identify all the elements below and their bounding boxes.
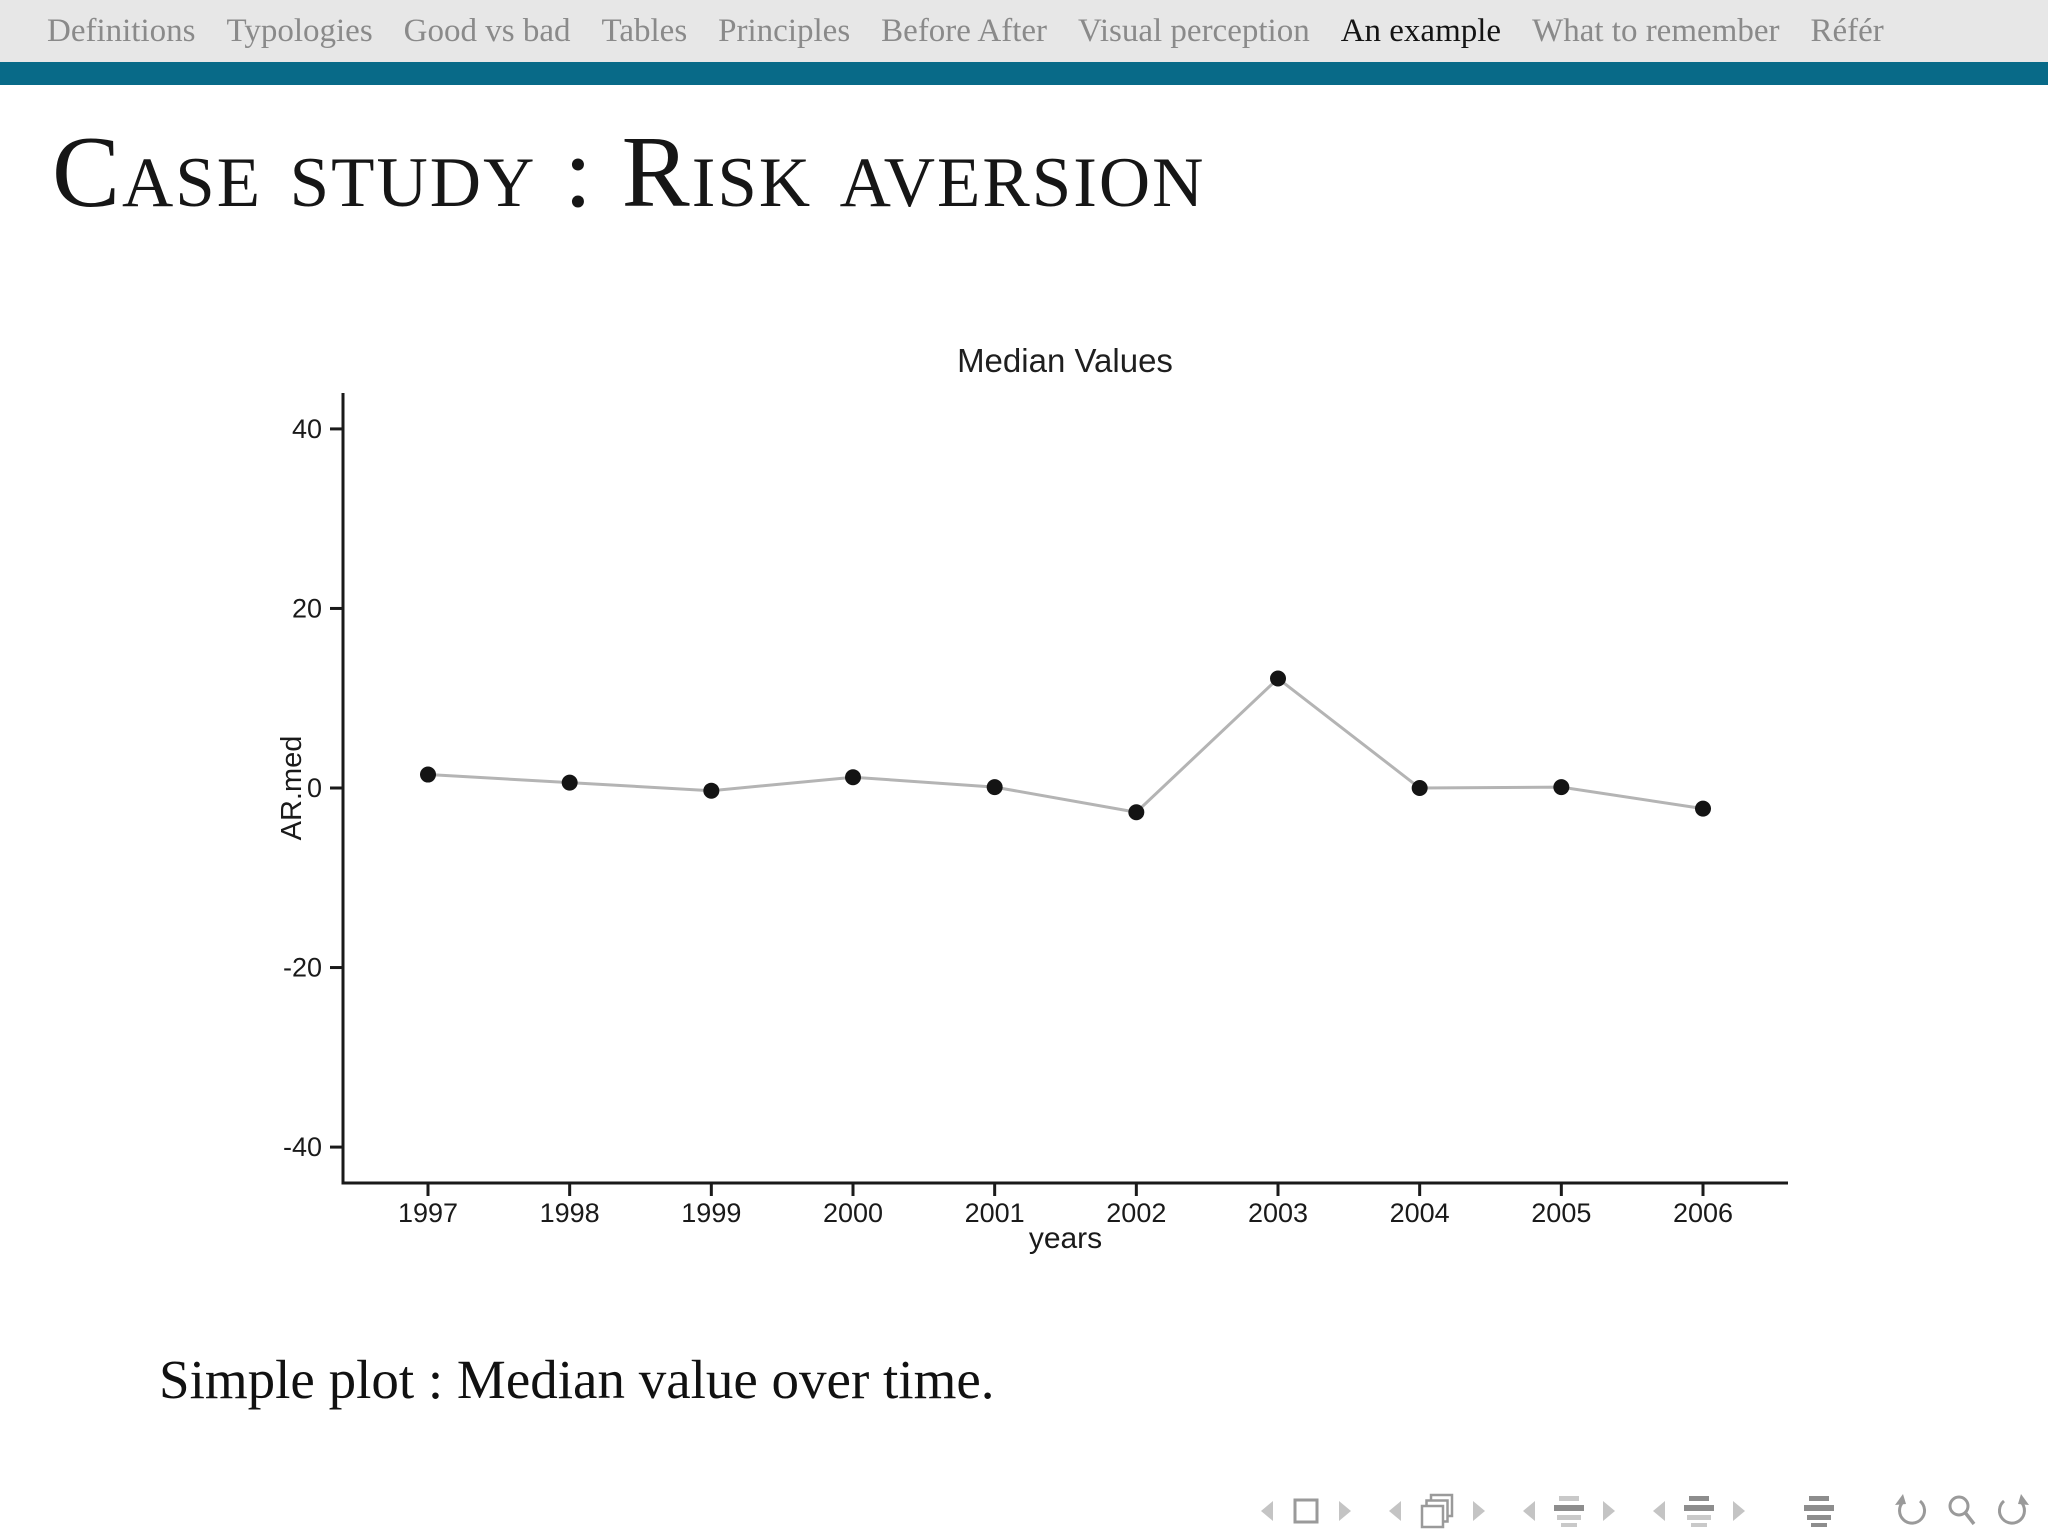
chart-title: Median Values — [957, 342, 1173, 379]
section-nav-bar: Definitions Typologies Good vs bad Tables Pr… — [0, 0, 2048, 62]
next-subsection-arrow-icon[interactable] — [1602, 1500, 1616, 1522]
data-point-1998 — [561, 774, 578, 791]
x-axis-label: years — [1029, 1222, 1102, 1255]
nav-item-definitions[interactable]: Definitions — [47, 12, 196, 49]
x-tick-label: 2002 — [1106, 1198, 1166, 1228]
prev-subsection-arrow-icon[interactable] — [1522, 1500, 1536, 1522]
presentation-nav-group — [1802, 1494, 1836, 1528]
data-point-1997 — [420, 766, 436, 783]
y-tick-label: -20 — [283, 953, 322, 983]
data-line — [427, 676, 1704, 814]
search-icon[interactable] — [1946, 1493, 1978, 1529]
data-point-2003 — [1270, 670, 1286, 687]
y-axis-label: AR.med — [276, 736, 308, 841]
redo-icon[interactable] — [1994, 1492, 2032, 1530]
next-slide-arrow-icon[interactable] — [1338, 1500, 1352, 1522]
nav-item-typologies[interactable]: Typologies — [226, 12, 373, 49]
x-tick-label: 2005 — [1531, 1198, 1591, 1228]
accent-bar — [0, 62, 2048, 85]
data-point-2005 — [1553, 779, 1570, 796]
subsection-nav-group — [1522, 1494, 1616, 1528]
presentation-icon[interactable] — [1802, 1494, 1836, 1528]
x-tick-label: 1998 — [540, 1198, 600, 1228]
prev-section-arrow-icon[interactable] — [1652, 1500, 1666, 1522]
prev-frame-arrow-icon[interactable] — [1388, 1500, 1402, 1522]
x-tick-label: 1997 — [398, 1198, 458, 1228]
subsection-icon[interactable] — [1552, 1494, 1586, 1528]
frames-icon[interactable] — [1418, 1492, 1456, 1530]
nav-item-principles[interactable]: Principles — [718, 12, 851, 49]
nav-item-what-to-remember[interactable]: What to remember — [1532, 12, 1780, 49]
nav-item-good-vs-bad[interactable]: Good vs bad — [403, 12, 571, 49]
x-tick-label: 2004 — [1390, 1198, 1450, 1228]
nav-item-before-after[interactable]: Before After — [881, 12, 1047, 49]
x-tick-label: 2006 — [1673, 1198, 1733, 1228]
data-point-2001 — [986, 779, 1003, 796]
x-tick-label: 2003 — [1248, 1198, 1308, 1228]
nav-item-an-example[interactable]: An example — [1340, 12, 1502, 49]
y-tick-label: 0 — [307, 773, 322, 803]
section-nav-group — [1652, 1494, 1746, 1528]
prev-slide-arrow-icon[interactable] — [1260, 1500, 1274, 1522]
y-tick-label: 20 — [292, 593, 322, 623]
slide-nav-group — [1260, 1495, 1352, 1527]
data-point-1999 — [703, 782, 720, 799]
next-frame-arrow-icon[interactable] — [1472, 1500, 1486, 1522]
data-point-2004 — [1411, 780, 1428, 796]
nav-item-référ[interactable]: Référ — [1810, 12, 1884, 49]
x-tick-label: 1999 — [681, 1198, 741, 1228]
y-tick-label: 40 — [292, 414, 322, 444]
x-tick-label: 2000 — [823, 1198, 883, 1228]
undo-icon[interactable] — [1892, 1492, 1930, 1530]
beamer-nav-bar — [1260, 1492, 2032, 1530]
zoom-nav-group — [1892, 1492, 2032, 1530]
data-point-2006 — [1695, 800, 1711, 817]
nav-item-tables[interactable]: Tables — [601, 12, 688, 49]
slide-caption: Simple plot : Median value over time. — [159, 1349, 995, 1410]
y-tick-label: -40 — [283, 1132, 322, 1162]
plot-axes — [341, 393, 1788, 1185]
next-section-arrow-icon[interactable] — [1732, 1500, 1746, 1522]
frame-nav-group — [1388, 1492, 1486, 1530]
data-point-2000 — [845, 769, 861, 786]
nav-item-visual-perception[interactable]: Visual perception — [1078, 12, 1310, 49]
data-point-2002 — [1128, 804, 1145, 821]
page-title: Case study : Risk aversion — [52, 116, 1206, 229]
x-tick-label: 2001 — [965, 1198, 1025, 1228]
slide-icon[interactable] — [1290, 1495, 1322, 1527]
section-icon[interactable] — [1682, 1494, 1716, 1528]
